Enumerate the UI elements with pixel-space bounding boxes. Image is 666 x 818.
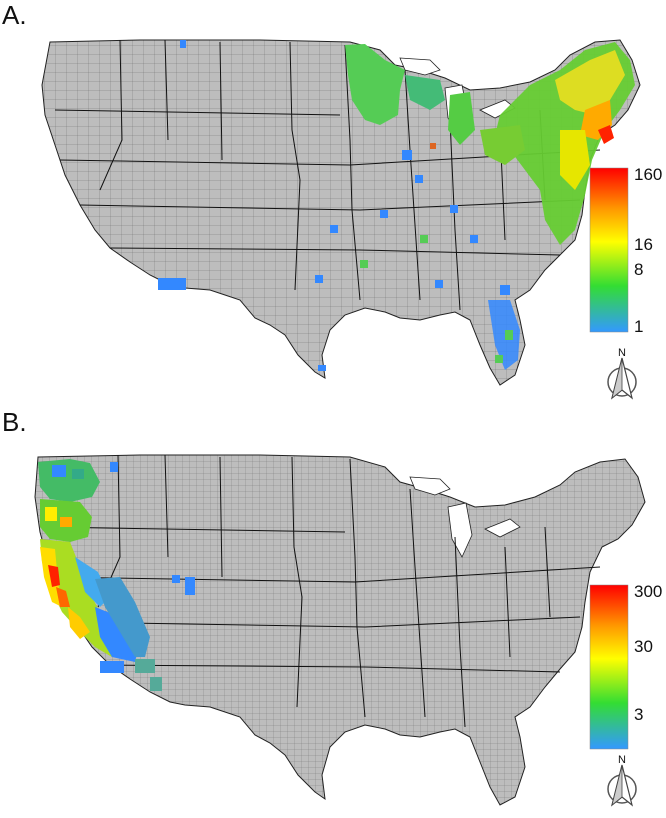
legend-b: 300 30 3 <box>589 582 662 750</box>
panel-b: B. <box>0 407 666 813</box>
legend-colorbar-b <box>589 584 629 750</box>
panel-label-b: B. <box>2 407 27 437</box>
legend-tick-b-0: 300 <box>634 582 662 601</box>
legend-a: 160 16 8 1 <box>589 165 662 336</box>
us-county-map-b: 300 30 3 N <box>34 454 662 807</box>
us-county-map-a: 160 16 8 1 N <box>41 39 662 400</box>
north-label-b: N <box>618 754 626 766</box>
great-lakes-b <box>409 476 521 558</box>
highlighted-counties-b <box>38 459 195 691</box>
legend-tick-b-2: 3 <box>634 705 643 724</box>
us-landmass-b <box>34 454 646 806</box>
legend-tick-a-3: 1 <box>634 317 643 336</box>
state-borders-b <box>44 454 601 728</box>
north-arrow-icon-b: N <box>607 754 637 807</box>
legend-colorbar-a <box>589 167 629 333</box>
highlighted-counties-a <box>158 40 635 371</box>
legend-tick-b-1: 30 <box>634 637 653 656</box>
panel-a: A. <box>0 0 666 406</box>
north-label-a: N <box>618 347 626 359</box>
legend-tick-a-0: 160 <box>634 165 662 184</box>
north-arrow-icon-a: N <box>607 347 637 400</box>
panel-label-a: A. <box>2 0 27 30</box>
legend-tick-a-1: 16 <box>634 235 653 254</box>
legend-tick-a-2: 8 <box>634 260 643 279</box>
